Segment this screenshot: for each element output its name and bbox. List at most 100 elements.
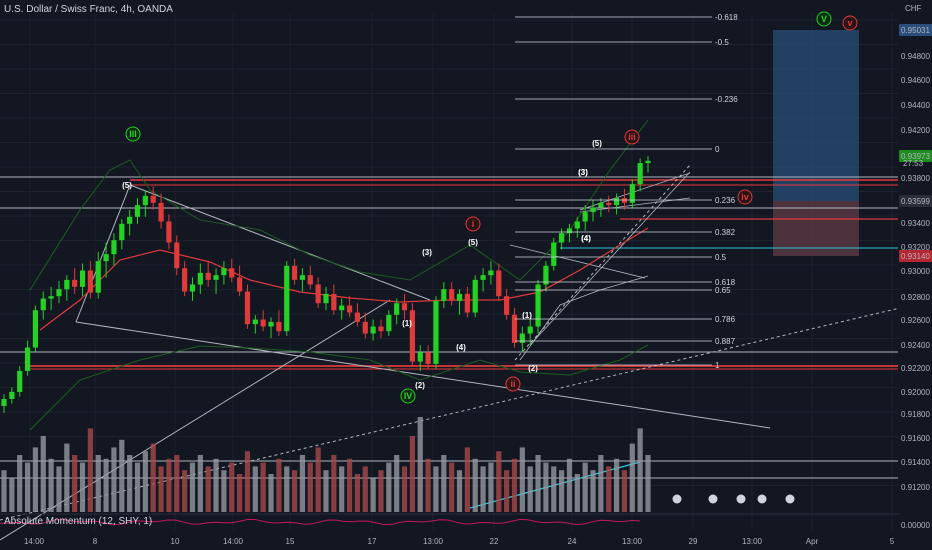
candle-body bbox=[221, 268, 227, 276]
volume-bar bbox=[127, 455, 133, 512]
volume-bar bbox=[244, 451, 251, 512]
price-tick: 0.92200 bbox=[901, 364, 930, 373]
volume-bar bbox=[590, 470, 596, 512]
volume-bar bbox=[496, 451, 502, 512]
candle-body bbox=[307, 275, 313, 285]
candle-body bbox=[504, 296, 510, 315]
fib-label: -0.5 bbox=[715, 38, 729, 47]
candle-body bbox=[535, 284, 541, 327]
wave-i-badge-circle bbox=[465, 216, 481, 232]
candle-body bbox=[268, 321, 274, 327]
volume-bar bbox=[221, 470, 227, 512]
time-tick: 17 bbox=[368, 537, 377, 546]
time-tick: 29 bbox=[689, 537, 698, 546]
volume-bar bbox=[519, 447, 525, 512]
volume-bar bbox=[182, 470, 188, 512]
volume-bar bbox=[559, 470, 565, 512]
dashed-trend-long bbox=[0, 307, 901, 521]
wave-label: (2) bbox=[528, 364, 538, 373]
candle-body bbox=[24, 347, 31, 371]
wave-label: (1) bbox=[522, 311, 532, 320]
price-tick: 0.92400 bbox=[901, 341, 930, 350]
fib-label: 0.65 bbox=[715, 286, 731, 295]
wave-label: (5) bbox=[468, 238, 478, 247]
wave-label: (3) bbox=[422, 248, 432, 257]
axis-background bbox=[898, 0, 932, 550]
wave-V-badge: V bbox=[821, 14, 827, 24]
wave-label: (3) bbox=[578, 168, 588, 177]
volume-bar bbox=[64, 443, 70, 512]
volume-bar bbox=[488, 462, 494, 512]
chart-title: U.S. Dollar / Swiss Franc, 4h, OANDA bbox=[4, 4, 173, 15]
candle-body bbox=[645, 160, 651, 164]
volume-bar bbox=[40, 436, 46, 512]
volume-bar bbox=[315, 447, 321, 512]
volume-bar bbox=[229, 462, 235, 512]
volume-bar bbox=[574, 474, 580, 512]
momentum-value: 0.00000 bbox=[901, 521, 930, 530]
volume-bar bbox=[142, 451, 148, 512]
volume-bar bbox=[645, 455, 651, 512]
fib-label: -0.236 bbox=[715, 95, 738, 104]
wave-IV-badge-circle bbox=[400, 388, 416, 404]
entry-price-badge-bg bbox=[899, 195, 932, 207]
candle-body bbox=[1, 398, 7, 406]
wedge-line bbox=[529, 171, 691, 346]
candle-body bbox=[441, 289, 447, 301]
volume-bar bbox=[237, 474, 243, 512]
price-tick: 0.93400 bbox=[901, 219, 930, 228]
volume-bar bbox=[174, 455, 180, 512]
event-icon bbox=[672, 494, 682, 504]
time-tick: 14:00 bbox=[223, 537, 244, 546]
candle-body bbox=[331, 293, 337, 311]
wedge-line-4 bbox=[509, 244, 646, 279]
candle-body bbox=[252, 319, 258, 325]
candle-body bbox=[276, 321, 282, 332]
time-tick: Apr bbox=[806, 537, 819, 546]
volume-bar bbox=[17, 455, 23, 512]
volume-bar bbox=[197, 455, 203, 512]
candle-body bbox=[401, 303, 408, 311]
price-tick: 0.94600 bbox=[901, 76, 930, 85]
candle-body bbox=[284, 265, 290, 332]
volume-bar bbox=[284, 466, 290, 512]
event-icon bbox=[757, 494, 767, 504]
wave-v-badge: v bbox=[847, 18, 852, 28]
volume-bar bbox=[32, 447, 39, 512]
volume-bar bbox=[119, 439, 125, 512]
indicator-label: Absolute Momentum (12, SHY, 1) bbox=[4, 516, 153, 527]
volume-bar bbox=[425, 458, 431, 512]
volume-bar bbox=[354, 474, 361, 512]
candle-body bbox=[346, 305, 353, 313]
time-tick: 13:00 bbox=[622, 537, 643, 546]
wave-label: (5) bbox=[592, 139, 602, 148]
time-tick: 22 bbox=[490, 537, 499, 546]
candle-body bbox=[606, 202, 612, 206]
candle-body bbox=[354, 312, 361, 322]
volume-bar bbox=[299, 455, 306, 512]
candle-body bbox=[488, 270, 494, 276]
candle-body bbox=[40, 298, 46, 311]
volume-bar bbox=[189, 462, 196, 512]
wave-label: (1) bbox=[402, 319, 412, 328]
candle-body bbox=[621, 198, 628, 203]
time-axis[interactable]: 14:00 8 10 14:00 15 17 13:00 22 24 13:00 29 13:00 Ap… bbox=[24, 537, 895, 546]
candle-body bbox=[213, 275, 219, 280]
candle-body bbox=[637, 163, 643, 185]
volume-bar bbox=[252, 466, 258, 512]
candle-body bbox=[472, 279, 478, 313]
volume-bar bbox=[370, 477, 376, 512]
wave-V-badge-circle bbox=[816, 11, 832, 27]
candle-body bbox=[370, 326, 376, 334]
volume-bar bbox=[166, 458, 172, 512]
volume-bar bbox=[504, 470, 510, 512]
volume-bar bbox=[480, 466, 486, 512]
wave-v-badge-circle bbox=[842, 15, 858, 31]
candle-body bbox=[598, 202, 604, 208]
fib-label: -0.618 bbox=[715, 13, 738, 22]
volume-bar bbox=[95, 455, 101, 512]
price-axis[interactable]: 0.95031 0.94800 0.94600 0.94400 0.94200 0.939… bbox=[898, 0, 932, 550]
fib-target-badge-bg bbox=[899, 24, 932, 36]
candle-body bbox=[229, 268, 235, 278]
